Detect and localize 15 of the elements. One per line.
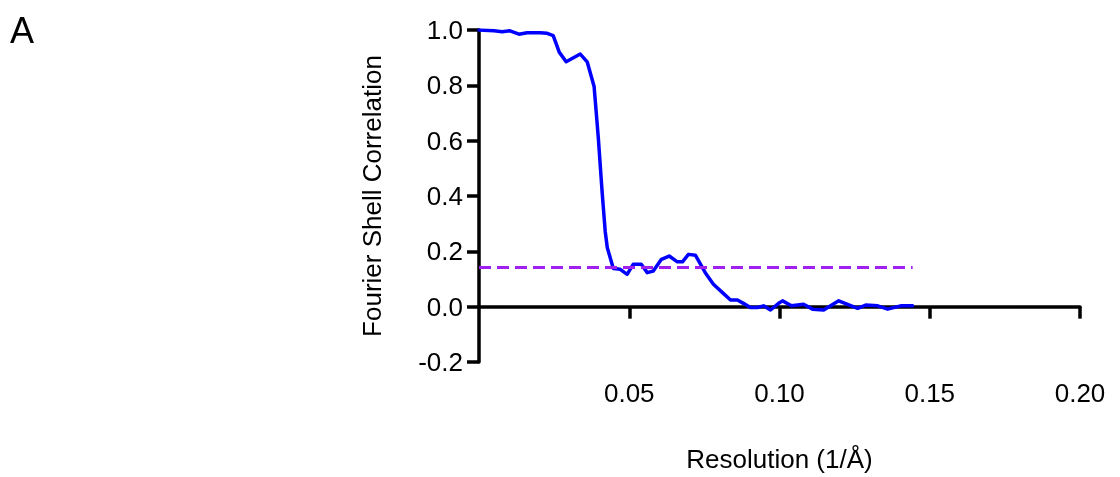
y-tick-label: -0.2: [418, 347, 463, 377]
y-tick-label: 0.6: [426, 125, 463, 156]
x-axis-title: Resolution (1/Å): [686, 444, 873, 474]
x-tick-label: 0.10: [754, 378, 805, 408]
x-tick-label: 0.15: [904, 378, 956, 408]
y-tick-label: 0.0: [426, 291, 463, 322]
y-tick-label: 0.2: [426, 236, 463, 267]
line-series: [477, 28, 915, 312]
x-tick-label: 0.05: [603, 378, 655, 408]
y-tick-label: 0.8: [426, 70, 463, 101]
y-tick-label: 1.0: [426, 15, 463, 45]
y-axis-title: Fourier Shell Correlation: [357, 55, 387, 337]
text: A: [10, 9, 35, 51]
x-tick-label: 0.20: [1054, 378, 1106, 408]
y-tick-label: 0.4: [426, 181, 463, 211]
